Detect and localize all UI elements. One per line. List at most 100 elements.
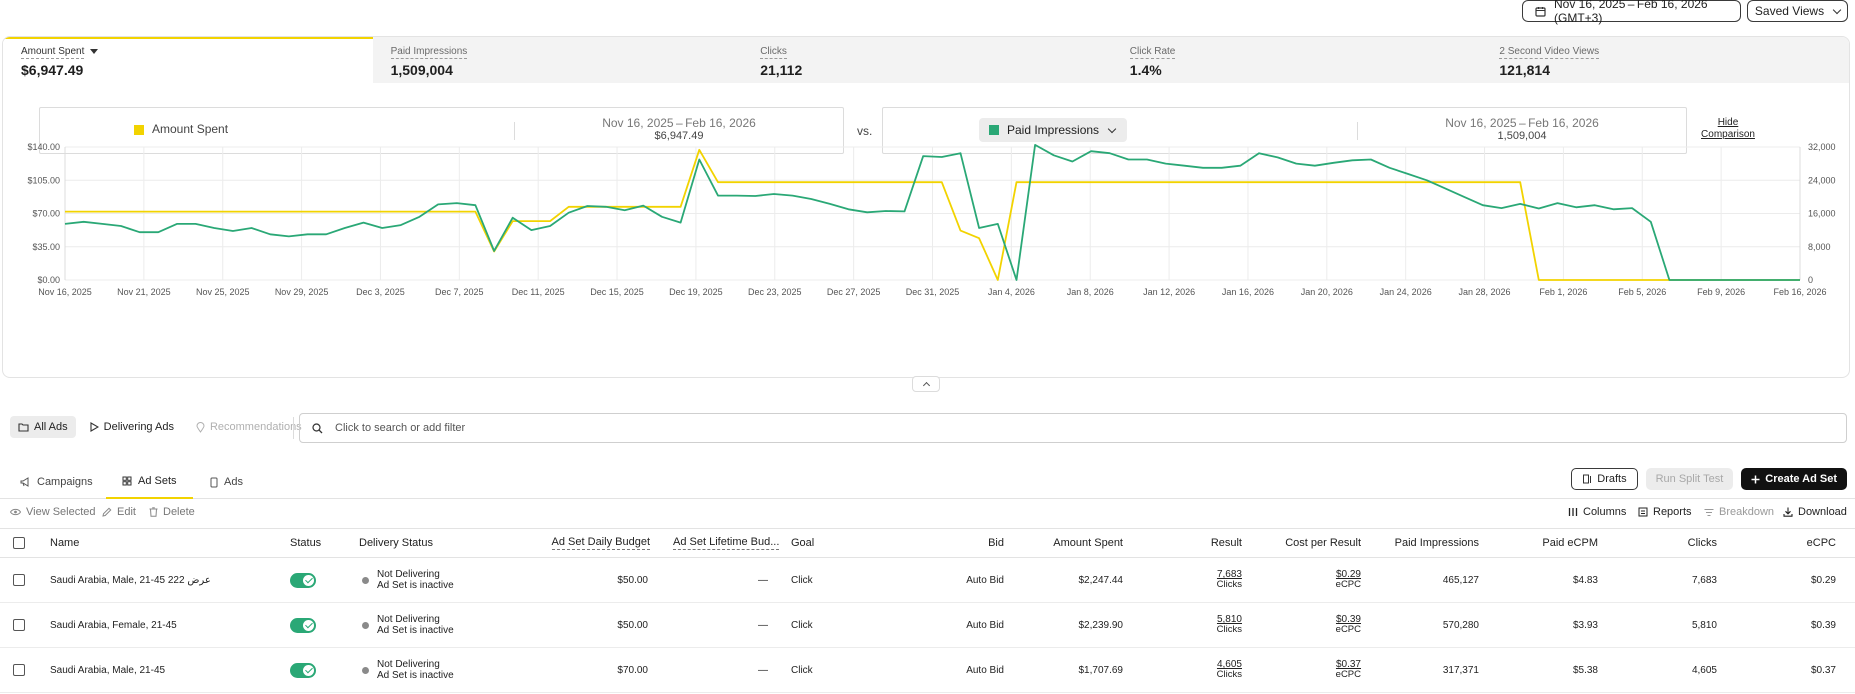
header-paid-ecpm[interactable]: Paid eCPM <box>1542 537 1598 549</box>
table-row[interactable]: Saudi Arabia, Male, 21-45 عرض 222 Not De… <box>0 558 1855 603</box>
saved-views-label: Saved Views <box>1754 4 1825 18</box>
result: 5,810 Clicks <box>1142 603 1242 647</box>
row-checkbox[interactable] <box>13 603 25 647</box>
chart-panel: Amount Spent $6,947.49 Paid Impressions … <box>2 36 1850 378</box>
paid-impressions-swatch <box>989 125 999 135</box>
x-tick-label: Jan 4, 2026 <box>988 287 1035 297</box>
comparison-metric-select[interactable]: Paid Impressions <box>979 118 1128 142</box>
header-goal[interactable]: Goal <box>791 537 815 549</box>
drafts-icon <box>1582 474 1592 484</box>
metric-tab-value: 121,814 <box>1499 62 1550 78</box>
status-toggle[interactable] <box>290 558 316 602</box>
daily-budget[interactable]: $50.00 <box>617 574 648 586</box>
daily-budget[interactable]: $70.00 <box>617 664 648 676</box>
delivery-status-sub: Ad Set is inactive <box>377 625 454 636</box>
tab-ad-sets-label: Ad Sets <box>138 475 177 487</box>
status-toggle[interactable] <box>290 648 316 692</box>
comparison-right: Paid Impressions Nov 16, 2025 – Feb 16, … <box>882 107 1687 154</box>
breakdown-button[interactable]: Breakdown <box>1704 506 1774 518</box>
metric-tab-paid-impressions[interactable]: Paid Impressions 1,509,004 <box>373 37 743 83</box>
metric-tab-label: Amount Spent <box>21 46 85 59</box>
y-right-tick-label: 16,000 <box>1808 209 1836 219</box>
table-row[interactable]: Saudi Arabia, Female, 21-45 Not Deliveri… <box>0 603 1855 648</box>
header-delivery-status[interactable]: Delivery Status <box>359 537 433 549</box>
search-input[interactable]: Click to search or add filter <box>299 413 1847 443</box>
columns-button[interactable]: Columns <box>1568 506 1626 518</box>
metric-tab-click-rate[interactable]: Click Rate 1.4% <box>1112 37 1482 83</box>
metric-tab-video-views[interactable]: 2 Second Video Views 121,814 <box>1481 37 1849 83</box>
row-checkbox[interactable] <box>13 648 25 692</box>
amount-spent: $1,707.69 <box>1078 664 1124 676</box>
ad-set-name[interactable]: Saudi Arabia, Female, 21-45 <box>50 619 177 631</box>
all-ads-button[interactable]: All Ads <box>10 416 76 438</box>
header-name[interactable]: Name <box>50 537 80 549</box>
date-range-button[interactable]: Nov 16, 2025 – Feb 16, 2026 (GMT+3) <box>1522 0 1741 25</box>
header-amount-spent[interactable]: Amount Spent <box>1053 537 1123 549</box>
view-selected-button[interactable]: View Selected <box>10 506 96 518</box>
tab-ads[interactable]: Ads <box>194 465 259 499</box>
paid-impressions: 317,371 <box>1442 664 1479 676</box>
y-left-tick-label: $105.00 <box>27 175 60 185</box>
x-tick-label: Feb 9, 2026 <box>1697 287 1745 297</box>
tab-campaigns[interactable]: Campaigns <box>4 465 109 499</box>
header-daily-budget-label: Ad Set Daily Budget <box>551 536 650 550</box>
tab-ad-sets[interactable]: Ad Sets <box>106 465 193 499</box>
vs-label: vs. <box>857 124 873 138</box>
top-bar: Nov 16, 2025 – Feb 16, 2026 (GMT+3) Save… <box>0 0 1855 30</box>
create-ad-set-label: Create Ad Set <box>1765 473 1837 485</box>
header-daily-budget[interactable]: Ad Set Daily Budget <box>540 529 650 557</box>
ad-set-name[interactable]: Saudi Arabia, Male, 21-45 عرض 222 <box>50 574 211 586</box>
run-split-test-button[interactable]: Run Split Test <box>1645 468 1734 490</box>
paid-ecpm: $3.93 <box>1572 619 1598 631</box>
cost-per-result-unit: eCPC <box>1335 579 1361 590</box>
daily-budget[interactable]: $50.00 <box>617 619 648 631</box>
delivery-status: Not Delivering Ad Set is inactive <box>362 603 454 647</box>
cost-per-result: $0.37 eCPC <box>1261 648 1361 692</box>
create-ad-set-button[interactable]: Create Ad Set <box>1741 468 1847 490</box>
paid-ecpm: $5.38 <box>1572 664 1598 676</box>
metric-tab-clicks[interactable]: Clicks 21,112 <box>742 37 1112 83</box>
clicks: 4,605 <box>1691 664 1717 676</box>
level-tabs: Campaigns Ad Sets Ads <box>0 465 1855 499</box>
y-left-tick-label: $70.00 <box>32 209 60 219</box>
drafts-button[interactable]: Drafts <box>1571 468 1638 490</box>
cost-per-result-value: $0.39 <box>1335 614 1361 625</box>
hide-comparison-link[interactable]: Hide Comparison <box>1701 117 1755 140</box>
recommendations-button[interactable]: Recommendations <box>188 416 310 438</box>
status-toggle[interactable] <box>290 603 316 647</box>
x-tick-label: Dec 27, 2025 <box>827 287 881 297</box>
header-bid[interactable]: Bid <box>988 537 1004 549</box>
reports-icon <box>1638 507 1648 517</box>
x-tick-label: Jan 24, 2026 <box>1380 287 1432 297</box>
delete-button[interactable]: Delete <box>149 506 195 518</box>
header-ecpc[interactable]: eCPC <box>1806 537 1836 549</box>
delete-label: Delete <box>163 506 195 518</box>
breakdown-icon <box>1704 508 1714 517</box>
download-button[interactable]: Download <box>1783 506 1847 518</box>
header-clicks[interactable]: Clicks <box>1687 537 1717 549</box>
header-result[interactable]: Result <box>1210 537 1242 549</box>
paid-impressions: 570,280 <box>1442 619 1479 631</box>
table-row[interactable]: Saudi Arabia, Male, 21-45 Not Delivering… <box>0 648 1855 693</box>
saved-views-button[interactable]: Saved Views <box>1747 0 1848 22</box>
delivering-ads-button[interactable]: Delivering Ads <box>82 416 182 438</box>
y-right-tick-label: 32,000 <box>1808 142 1836 152</box>
goal: Click <box>791 664 813 676</box>
x-tick-label: Jan 28, 2026 <box>1459 287 1511 297</box>
header-cost-per-result[interactable]: Cost per Result <box>1285 537 1361 549</box>
ad-set-name[interactable]: Saudi Arabia, Male, 21-45 <box>50 664 166 676</box>
collapse-chart-button[interactable] <box>912 376 940 392</box>
reports-button[interactable]: Reports <box>1638 506 1692 518</box>
header-paid-impressions[interactable]: Paid Impressions <box>1394 537 1479 549</box>
select-all-checkbox[interactable] <box>13 529 25 557</box>
caret-down-icon[interactable] <box>90 48 99 54</box>
header-lifetime-budget[interactable]: Ad Set Lifetime Bud... <box>673 529 780 557</box>
x-tick-label: Dec 7, 2025 <box>435 287 484 297</box>
x-tick-label: Dec 19, 2025 <box>669 287 723 297</box>
amount-spent: $2,247.44 <box>1078 574 1124 586</box>
header-status[interactable]: Status <box>290 537 322 549</box>
metric-tab-amount-spent[interactable]: Amount Spent $6,947.49 <box>3 37 373 83</box>
edit-button[interactable]: Edit <box>102 506 136 518</box>
goal: Click <box>791 574 813 586</box>
row-checkbox[interactable] <box>13 558 25 602</box>
